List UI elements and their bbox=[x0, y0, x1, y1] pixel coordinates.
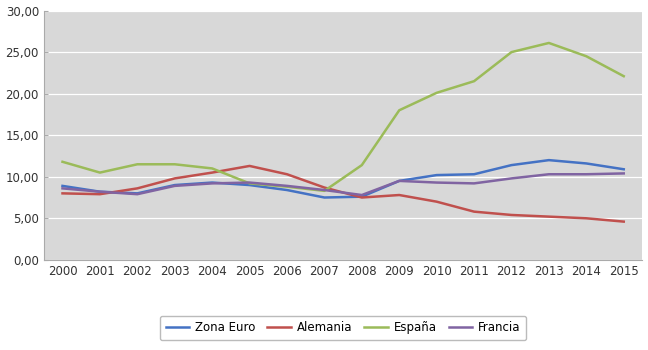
Alemania bbox=[246, 164, 253, 168]
Alemania bbox=[583, 216, 590, 221]
Francia bbox=[433, 181, 441, 185]
Zona Euro bbox=[395, 179, 403, 183]
Francia bbox=[171, 184, 179, 188]
Zona Euro bbox=[96, 190, 104, 194]
Alemania bbox=[545, 215, 553, 219]
Zona Euro bbox=[208, 181, 216, 185]
Francia bbox=[507, 176, 515, 181]
Alemania bbox=[470, 210, 478, 214]
Zona Euro bbox=[321, 195, 329, 199]
Francia bbox=[96, 190, 104, 194]
Zona Euro bbox=[470, 172, 478, 176]
Line: Zona Euro: Zona Euro bbox=[62, 160, 624, 197]
Alemania bbox=[507, 213, 515, 217]
Line: Francia: Francia bbox=[62, 173, 624, 195]
Alemania bbox=[58, 191, 66, 195]
Francia bbox=[358, 193, 365, 197]
Zona Euro bbox=[171, 183, 179, 187]
España bbox=[208, 166, 216, 170]
Zona Euro bbox=[58, 184, 66, 188]
España bbox=[283, 184, 291, 189]
Francia bbox=[545, 172, 553, 176]
Francia bbox=[58, 186, 66, 190]
Francia bbox=[283, 184, 291, 188]
España bbox=[321, 189, 329, 193]
España bbox=[171, 162, 179, 166]
Francia bbox=[395, 179, 403, 183]
España bbox=[507, 50, 515, 54]
Zona Euro bbox=[246, 183, 253, 187]
Francia bbox=[620, 171, 628, 175]
Line: España: España bbox=[62, 43, 624, 191]
Zona Euro bbox=[433, 173, 441, 177]
Zona Euro bbox=[507, 163, 515, 167]
España bbox=[545, 41, 553, 45]
España bbox=[620, 74, 628, 78]
Line: Alemania: Alemania bbox=[62, 166, 624, 222]
Alemania bbox=[321, 186, 329, 190]
Zona Euro bbox=[583, 161, 590, 166]
Zona Euro bbox=[283, 188, 291, 192]
Alemania bbox=[133, 186, 141, 190]
Alemania bbox=[433, 199, 441, 204]
España bbox=[96, 170, 104, 175]
Alemania bbox=[395, 193, 403, 197]
Legend: Zona Euro, Alemania, España, Francia: Zona Euro, Alemania, España, Francia bbox=[160, 316, 526, 341]
Alemania bbox=[620, 219, 628, 224]
Zona Euro bbox=[620, 167, 628, 172]
Alemania bbox=[358, 195, 365, 199]
Alemania bbox=[96, 192, 104, 196]
España bbox=[358, 163, 365, 167]
Francia bbox=[208, 181, 216, 186]
España bbox=[58, 160, 66, 164]
Zona Euro bbox=[358, 195, 365, 199]
España bbox=[133, 162, 141, 166]
España bbox=[395, 108, 403, 112]
Zona Euro bbox=[133, 191, 141, 195]
Francia bbox=[321, 188, 329, 192]
Francia bbox=[246, 181, 253, 185]
España bbox=[470, 79, 478, 83]
Alemania bbox=[283, 172, 291, 176]
Alemania bbox=[208, 170, 216, 175]
Francia bbox=[133, 192, 141, 196]
España bbox=[433, 91, 441, 95]
Alemania bbox=[171, 176, 179, 181]
Francia bbox=[470, 181, 478, 186]
España bbox=[583, 54, 590, 58]
Zona Euro bbox=[545, 158, 553, 162]
Francia bbox=[583, 172, 590, 176]
España bbox=[246, 181, 253, 186]
